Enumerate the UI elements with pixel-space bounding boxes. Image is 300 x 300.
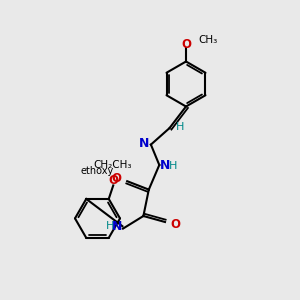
Text: O: O [181,38,191,52]
Text: CH₃: CH₃ [199,34,218,45]
Text: O: O [112,172,122,185]
Text: CH₂CH₃: CH₂CH₃ [93,160,132,170]
Text: N: N [112,220,122,233]
Text: N: N [139,136,149,150]
Text: O: O [108,173,118,187]
Text: N: N [160,159,170,172]
Text: O: O [170,218,180,231]
Text: H: H [106,221,115,231]
Text: H: H [176,122,184,132]
Text: ethoxy: ethoxy [80,166,113,176]
Text: H: H [169,160,177,171]
